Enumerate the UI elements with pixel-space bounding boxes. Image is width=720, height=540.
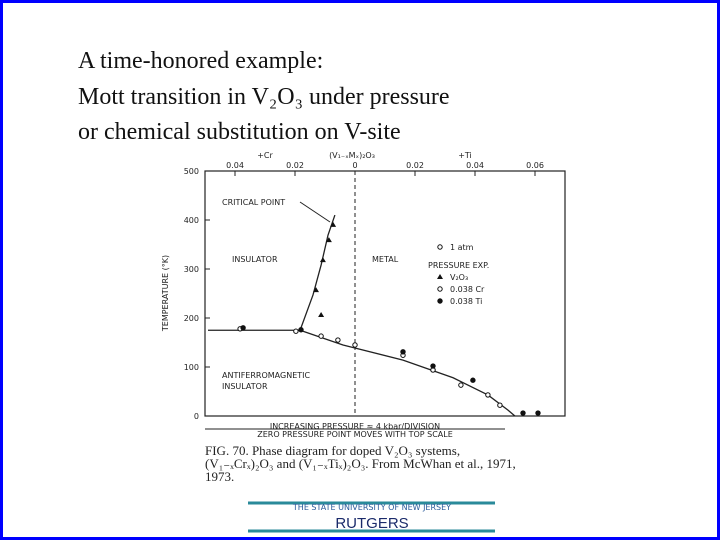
title-line: or chemical substitution on V-site xyxy=(78,119,401,145)
y-axis-label: TEMPERATURE (°K) xyxy=(161,255,170,332)
annotation: INSULATOR xyxy=(232,255,278,264)
caption-line: (V₁₋ₓCrₓ)₂O₃ and (V₁₋ₓTiₓ)₂O₃. From McWh… xyxy=(205,456,516,471)
annotation: INSULATOR xyxy=(222,382,268,391)
legend-label: 0.038 Cr xyxy=(450,285,485,294)
y-tick-label: 300 xyxy=(184,265,199,274)
annotation: CRITICAL POINT xyxy=(222,198,285,207)
point xyxy=(497,402,503,408)
phase-boundary xyxy=(208,214,336,331)
point xyxy=(325,237,332,243)
caption-line: 1973. xyxy=(205,469,234,484)
point xyxy=(298,327,304,333)
y-tick-label: 200 xyxy=(184,314,199,323)
legend-label: 1 atm xyxy=(450,243,474,252)
x-tick-label: 0 xyxy=(352,161,357,170)
point xyxy=(240,325,246,331)
y-tick-label: 500 xyxy=(184,167,199,176)
point xyxy=(319,257,326,263)
legend-label: V₂O₃ xyxy=(450,273,468,282)
y-tick-label: 0 xyxy=(194,412,199,421)
y-tick-label: 100 xyxy=(184,363,199,372)
point xyxy=(318,333,324,339)
footer-name: RUTGERS xyxy=(335,515,408,532)
top-axis-right: +Ti xyxy=(458,151,472,160)
point xyxy=(318,312,325,318)
point xyxy=(352,342,358,348)
y-tick-label: 400 xyxy=(184,216,199,225)
title-line: Mott transition in V₂O₃ under pressure xyxy=(78,84,450,110)
x-tick-label: 0.04 xyxy=(226,161,244,170)
annotation: METAL xyxy=(372,255,399,264)
x-tick-label: 0.06 xyxy=(526,161,544,170)
x-tick-label: 0.02 xyxy=(406,161,424,170)
x-tick-label: 0.04 xyxy=(466,161,484,170)
point xyxy=(330,221,337,227)
point xyxy=(458,382,464,388)
legend-marker xyxy=(437,286,443,292)
point xyxy=(430,363,436,369)
point xyxy=(535,410,541,416)
legend-marker xyxy=(437,244,443,250)
legend-marker xyxy=(437,274,443,279)
point xyxy=(470,377,476,383)
phase-boundary xyxy=(299,329,516,417)
legend-label: 0.038 Ti xyxy=(450,297,482,306)
point xyxy=(520,410,526,416)
point xyxy=(400,349,406,355)
point xyxy=(485,392,491,398)
x-tick-label: 0.02 xyxy=(286,161,304,170)
legend-marker xyxy=(437,298,443,304)
caption-line: FIG. 70. Phase diagram for doped V₂O₃ sy… xyxy=(205,443,460,458)
point xyxy=(313,287,319,293)
plot-frame xyxy=(204,170,566,417)
footer-university: THE STATE UNIVERSITY OF NEW JERSEY xyxy=(292,503,451,512)
annotation: ZERO PRESSURE POINT MOVES WITH TOP SCALE xyxy=(257,430,453,439)
annotation: ANTIFERROMAGNETIC xyxy=(222,371,310,380)
top-axis-center: (V₁₋ₓMₓ)₂O₃ xyxy=(329,151,375,160)
top-axis-left: +Cr xyxy=(257,151,273,160)
arrow xyxy=(299,201,331,223)
title-line: A time-honored example: xyxy=(78,48,323,74)
point xyxy=(335,337,341,343)
point xyxy=(293,328,299,334)
legend-title: PRESSURE EXP. xyxy=(428,261,489,270)
annotation: INCREASING PRESSURE ≈ 4 kbar/DIVISION xyxy=(270,422,440,431)
